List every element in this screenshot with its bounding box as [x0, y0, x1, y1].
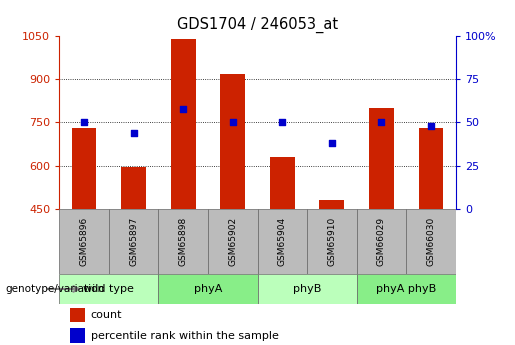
Text: phyA phyB: phyA phyB [376, 284, 436, 294]
Bar [70, 308, 85, 322]
Bar [356, 274, 456, 304]
Bar [70, 328, 85, 343]
Text: phyA: phyA [194, 284, 222, 294]
Text: GSM65896: GSM65896 [79, 217, 89, 266]
Bar [121, 167, 146, 209]
Point [377, 120, 386, 125]
Bar [406, 209, 456, 274]
Bar [59, 209, 109, 274]
Point [328, 140, 336, 146]
Text: GSM65904: GSM65904 [278, 217, 287, 266]
Bar [72, 128, 96, 209]
Bar [208, 209, 258, 274]
Bar [258, 209, 307, 274]
Bar [307, 209, 356, 274]
Bar [59, 274, 159, 304]
Bar [159, 209, 208, 274]
Bar [369, 108, 394, 209]
Point [179, 106, 187, 111]
Text: GSM66029: GSM66029 [377, 217, 386, 266]
Point [80, 120, 88, 125]
Point [427, 123, 435, 129]
Bar [159, 274, 258, 304]
Bar [258, 274, 356, 304]
Title: GDS1704 / 246053_at: GDS1704 / 246053_at [177, 17, 338, 33]
Text: genotype/variation: genotype/variation [5, 284, 104, 294]
Text: GSM65902: GSM65902 [228, 217, 237, 266]
Text: phyB: phyB [293, 284, 321, 294]
Text: GSM65898: GSM65898 [179, 217, 187, 266]
Bar [419, 128, 443, 209]
Text: count: count [91, 310, 122, 320]
Text: GSM65897: GSM65897 [129, 217, 138, 266]
Bar [356, 209, 406, 274]
Point [278, 120, 286, 125]
Text: GSM66030: GSM66030 [426, 217, 436, 266]
Text: GSM65910: GSM65910 [328, 217, 336, 266]
Bar [270, 157, 295, 209]
Point [129, 130, 138, 136]
Bar [109, 209, 159, 274]
Text: percentile rank within the sample: percentile rank within the sample [91, 331, 279, 341]
Bar [319, 200, 344, 209]
Point [229, 120, 237, 125]
Bar [171, 39, 196, 209]
Bar [220, 73, 245, 209]
Text: wild type: wild type [83, 284, 134, 294]
